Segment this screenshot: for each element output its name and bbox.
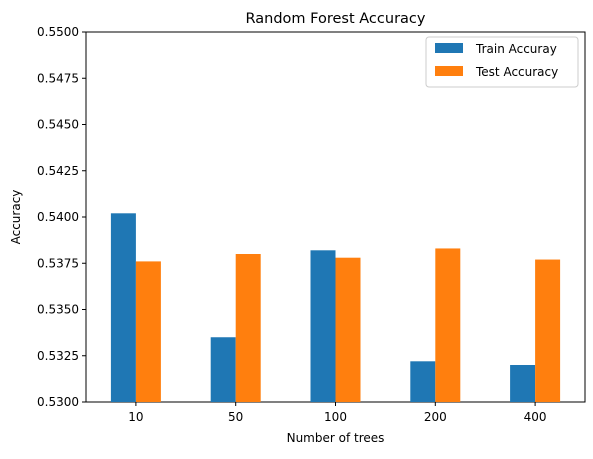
chart-title: Random Forest Accuracy: [246, 11, 426, 27]
y-tick-label-0.5425: 0.5425: [37, 164, 79, 178]
x-axis: 10 50 100 200 400: [128, 402, 547, 424]
y-tick-label-0.5350: 0.5350: [37, 303, 79, 317]
x-tick-label-100: 100: [324, 410, 347, 424]
y-tick-label-0.5450: 0.5450: [37, 118, 79, 132]
y-tick-label-0.5400: 0.5400: [37, 210, 79, 224]
legend-label-train-accuray: Train Accuray: [475, 42, 557, 56]
bar-train-accuray-50: [210, 337, 236, 402]
bars-layer: [110, 213, 561, 402]
y-tick-label-0.5500: 0.5500: [37, 25, 79, 39]
legend-swatch-train-accuray: [435, 43, 463, 53]
bar-test-accuracy-100: [335, 257, 361, 402]
x-tick-label-200: 200: [424, 410, 447, 424]
y-tick-label-0.5300: 0.5300: [37, 395, 79, 409]
bar-test-accuracy-10: [135, 261, 161, 402]
legend: Train Accuray Test Accuracy: [425, 36, 579, 88]
x-tick-label-400: 400: [524, 410, 547, 424]
legend-swatch-test-accuracy: [435, 66, 463, 76]
legend-label-test-accuracy: Test Accuracy: [475, 65, 558, 79]
bar-train-accuray-100: [310, 250, 336, 402]
bar-test-accuracy-400: [535, 259, 561, 402]
bar-train-accuray-400: [510, 365, 536, 402]
bar-test-accuracy-200: [435, 248, 461, 402]
plot-area: 10 50 100 200 400 0.53000.53250.53500.53750.…: [37, 25, 586, 424]
legend-box: [425, 36, 579, 88]
y-tick-label-0.5475: 0.5475: [37, 71, 79, 85]
y-tick-label-0.5325: 0.5325: [37, 349, 79, 363]
y-tick-label-0.5375: 0.5375: [37, 256, 79, 270]
bar-test-accuracy-50: [235, 254, 261, 402]
x-axis-label: Number of trees: [287, 431, 385, 445]
y-axis: 0.5300 0.5325 0.5350 0.5375 0.5400 0.5425 0.54…: [37, 25, 86, 409]
bar-train-accuray-200: [410, 361, 436, 402]
bar-train-accuray-10: [110, 213, 136, 402]
x-tick-label-50: 50: [228, 410, 243, 424]
y-axis-label: Accuracy: [9, 190, 23, 245]
x-tick-label-10: 10: [128, 410, 143, 424]
